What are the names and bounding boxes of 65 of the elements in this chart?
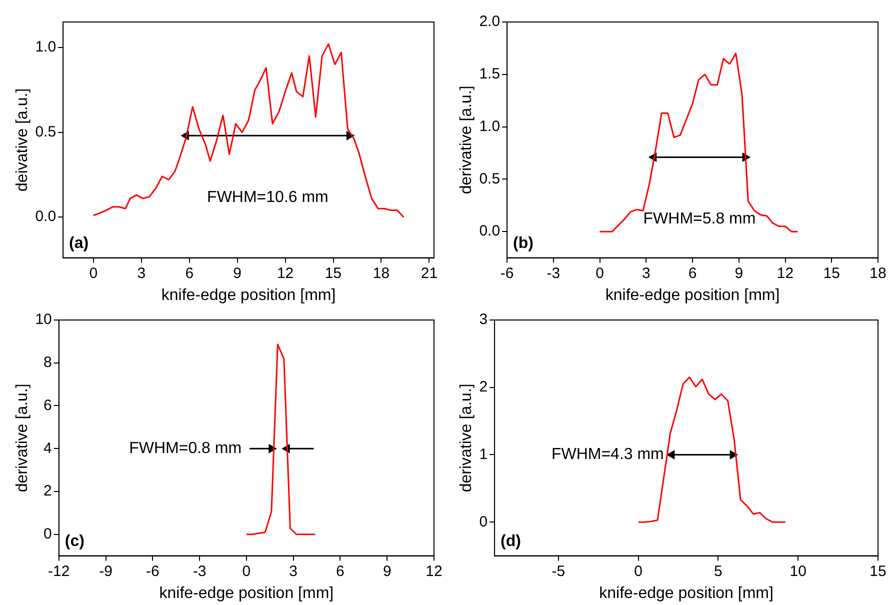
x-tick-label: 0 xyxy=(634,562,643,580)
x-tick-label: 18 xyxy=(870,264,886,282)
x-tick-label: -9 xyxy=(99,562,112,580)
x-tick-label: 0 xyxy=(596,264,604,282)
x-tick-label: -12 xyxy=(48,562,70,580)
x-tick-label: -5 xyxy=(552,562,566,580)
y-tick-label: 0 xyxy=(44,526,52,543)
y-tick-label: 10 xyxy=(35,311,52,328)
x-tick-label: 15 xyxy=(324,264,342,282)
y-tick-label: 1.0 xyxy=(35,38,56,56)
x-tick-label: 5 xyxy=(714,562,722,580)
x-axis-title: knife-edge position [mm] xyxy=(599,584,774,602)
x-tick-label: 3 xyxy=(289,562,298,580)
y-axis-title: derivative [a.u.] xyxy=(458,384,476,492)
annotation: (d) xyxy=(500,533,521,550)
y-axis-title: derivative [a.u.] xyxy=(458,86,476,194)
y-tick-label: 3 xyxy=(479,311,488,328)
y-tick-label: 0.0 xyxy=(35,208,56,226)
annotation: FWHM=0.8 mm xyxy=(129,440,242,458)
y-tick-label: 2.0 xyxy=(479,13,500,30)
x-tick-label: 9 xyxy=(233,264,242,282)
annotation: FWHM=10.6 mm xyxy=(207,189,328,206)
x-tick-label: 0 xyxy=(242,562,251,580)
annotation: (b) xyxy=(513,235,534,252)
y-tick-label: 0 xyxy=(479,513,488,530)
annotation: (a) xyxy=(69,235,89,252)
y-axis-title: deivative [a.u.] xyxy=(14,88,32,192)
x-axis-title: knife-edge position [mm] xyxy=(161,286,336,304)
y-tick-label: 4 xyxy=(44,440,52,457)
x-tick-label: 3 xyxy=(137,264,146,282)
y-tick-label: 8 xyxy=(44,354,52,372)
x-tick-label: 9 xyxy=(382,562,392,580)
x-tick-label: 15 xyxy=(823,264,840,282)
x-tick-label: 6 xyxy=(688,264,697,282)
y-tick-label: 6 xyxy=(44,396,52,414)
y-tick-label: 0.5 xyxy=(479,170,500,188)
x-tick-label: 18 xyxy=(372,264,390,282)
annotation: FWHM=4.3 mm xyxy=(551,446,664,464)
x-tick-label: 3 xyxy=(642,264,650,282)
x-tick-label: -3 xyxy=(546,264,560,282)
x-tick-label: 10 xyxy=(790,562,806,580)
x-tick-label: 21 xyxy=(420,264,438,282)
y-tick-label: 0.0 xyxy=(479,222,500,240)
y-tick-label: 1.5 xyxy=(479,66,500,83)
y-axis-title: derivative [a.u.] xyxy=(14,384,32,492)
x-tick-label: 0 xyxy=(89,264,98,282)
x-tick-label: 12 xyxy=(426,562,442,580)
x-tick-label: 6 xyxy=(185,264,194,282)
x-tick-label: 15 xyxy=(870,562,886,580)
x-tick-label: -6 xyxy=(500,264,514,282)
x-tick-label: -6 xyxy=(146,562,160,580)
y-tick-label: 2 xyxy=(44,482,52,500)
x-tick-label: 12 xyxy=(276,264,294,282)
annotation: (c) xyxy=(64,533,84,550)
x-tick-label: 6 xyxy=(336,562,344,580)
y-tick-label: 0.5 xyxy=(35,123,56,140)
x-axis-title: knife-edge position [mm] xyxy=(605,286,780,304)
x-tick-label: 9 xyxy=(734,264,744,282)
x-tick-label: -3 xyxy=(192,562,206,580)
y-tick-label: 1 xyxy=(479,446,488,463)
x-axis-title: knife-edge position [mm] xyxy=(159,584,334,602)
x-tick-label: 12 xyxy=(776,264,794,282)
y-tick-label: 1.0 xyxy=(479,118,500,135)
y-tick-label: 2 xyxy=(479,378,488,396)
annotation: FWHM=5.8 mm xyxy=(643,210,756,228)
